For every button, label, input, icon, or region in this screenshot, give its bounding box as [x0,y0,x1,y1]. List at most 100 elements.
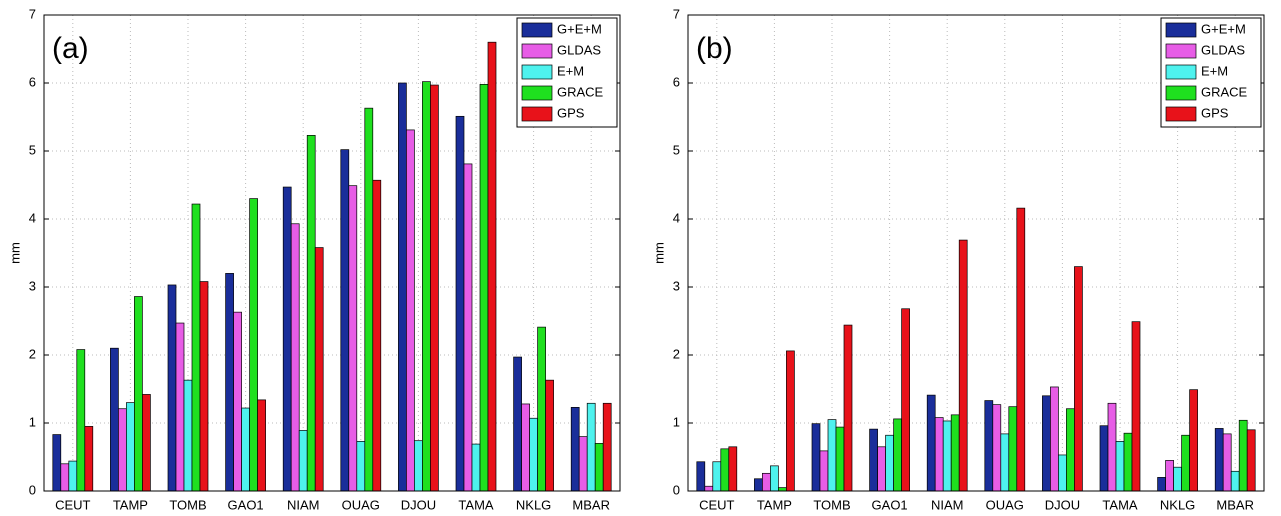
bar [778,487,787,492]
x-tick-label: TAMA [458,497,493,512]
bar [696,461,706,492]
bar [298,430,308,492]
bar [602,402,612,492]
y-axis-label: mm [651,242,666,264]
legend-swatch [521,43,553,59]
y-tick-label: 4 [673,210,680,225]
legend-label: GRACE [1201,84,1248,99]
bar [819,450,829,492]
y-tick-label: 4 [29,210,36,225]
bar [84,426,94,492]
bar [869,428,878,492]
y-tick-label: 3 [673,278,680,293]
y-axis-label: mm [7,242,22,264]
bar [1214,428,1224,492]
bar [1222,433,1232,492]
bar [314,247,324,492]
x-tick-label: DJOU [1045,497,1080,512]
bar [471,443,481,492]
x-tick-label: OUAG [342,497,380,512]
legend-swatch [521,85,553,101]
y-tick-label: 2 [673,346,680,361]
bar [1181,434,1190,492]
y-tick-label: 7 [29,6,36,21]
bar [430,84,439,492]
bar [1157,477,1166,492]
bar [1131,321,1141,492]
bar [885,434,894,492]
bar [398,82,407,492]
bar [372,179,382,492]
bar [521,403,530,492]
bar [241,407,250,492]
bar [191,203,201,492]
bar [893,418,902,492]
plot-frame [43,14,621,492]
bar [901,308,910,492]
panel-label: (a) [52,32,89,65]
bar [537,326,546,492]
bar [877,446,886,492]
plot-frame [687,14,1265,492]
bar [463,163,473,492]
x-tick-label: TOMB [813,497,850,512]
bar [728,446,738,492]
y-tick-label: 1 [29,414,36,429]
bar [282,186,292,492]
bar [110,347,119,492]
bar [68,460,78,492]
bar [455,115,465,492]
y-tick-label: 2 [29,346,36,361]
bar [1058,454,1067,492]
panel: 0 1 2 3 4 5 6 7 CEUT TAMP TOMB GAO1 NIAM OUAG DJOU TAMA… [7,6,621,512]
x-tick-label: MBAR [1216,497,1254,512]
x-tick-label: CEUT [55,497,90,512]
bar [199,281,209,492]
x-tick-label: TAMP [113,497,148,512]
y-tick-label: 6 [673,74,680,89]
bar [364,107,374,492]
bar [1074,266,1083,492]
bar [1099,425,1109,492]
bar [1000,433,1010,492]
bar [1008,406,1018,492]
bar [233,311,242,492]
x-tick-label: MBAR [572,497,610,512]
panel-label: (b) [696,32,733,65]
x-tick-label: TAMP [757,497,792,512]
bar [835,426,845,492]
legend-label: GRACE [557,84,604,99]
legend-label: G+E+M [557,21,602,36]
bar [934,417,944,492]
bar [1115,441,1125,492]
bar [843,324,853,492]
bar [1050,386,1059,492]
legend-label: GPS [1201,105,1229,120]
bar [118,408,127,492]
bar [926,394,936,492]
bar [126,402,135,492]
y-tick-label: 6 [29,74,36,89]
legend-swatch [521,22,553,38]
bar [60,463,70,492]
bar [422,81,431,492]
bar [249,198,258,492]
bar [406,129,415,492]
x-tick-label: NIAM [931,497,964,512]
y-tick-label: 7 [673,6,680,21]
y-tick-label: 5 [673,142,680,157]
bar [134,296,143,492]
bar [340,149,350,492]
bar [992,404,1002,492]
bar [1107,402,1117,492]
bar [290,223,300,492]
bar [594,443,604,492]
bar [786,350,795,492]
legend-swatch [521,106,553,122]
y-tick-label: 0 [29,482,36,497]
bar [1066,408,1075,492]
bar [1042,395,1051,492]
bar [1189,389,1198,492]
bar [578,436,588,492]
